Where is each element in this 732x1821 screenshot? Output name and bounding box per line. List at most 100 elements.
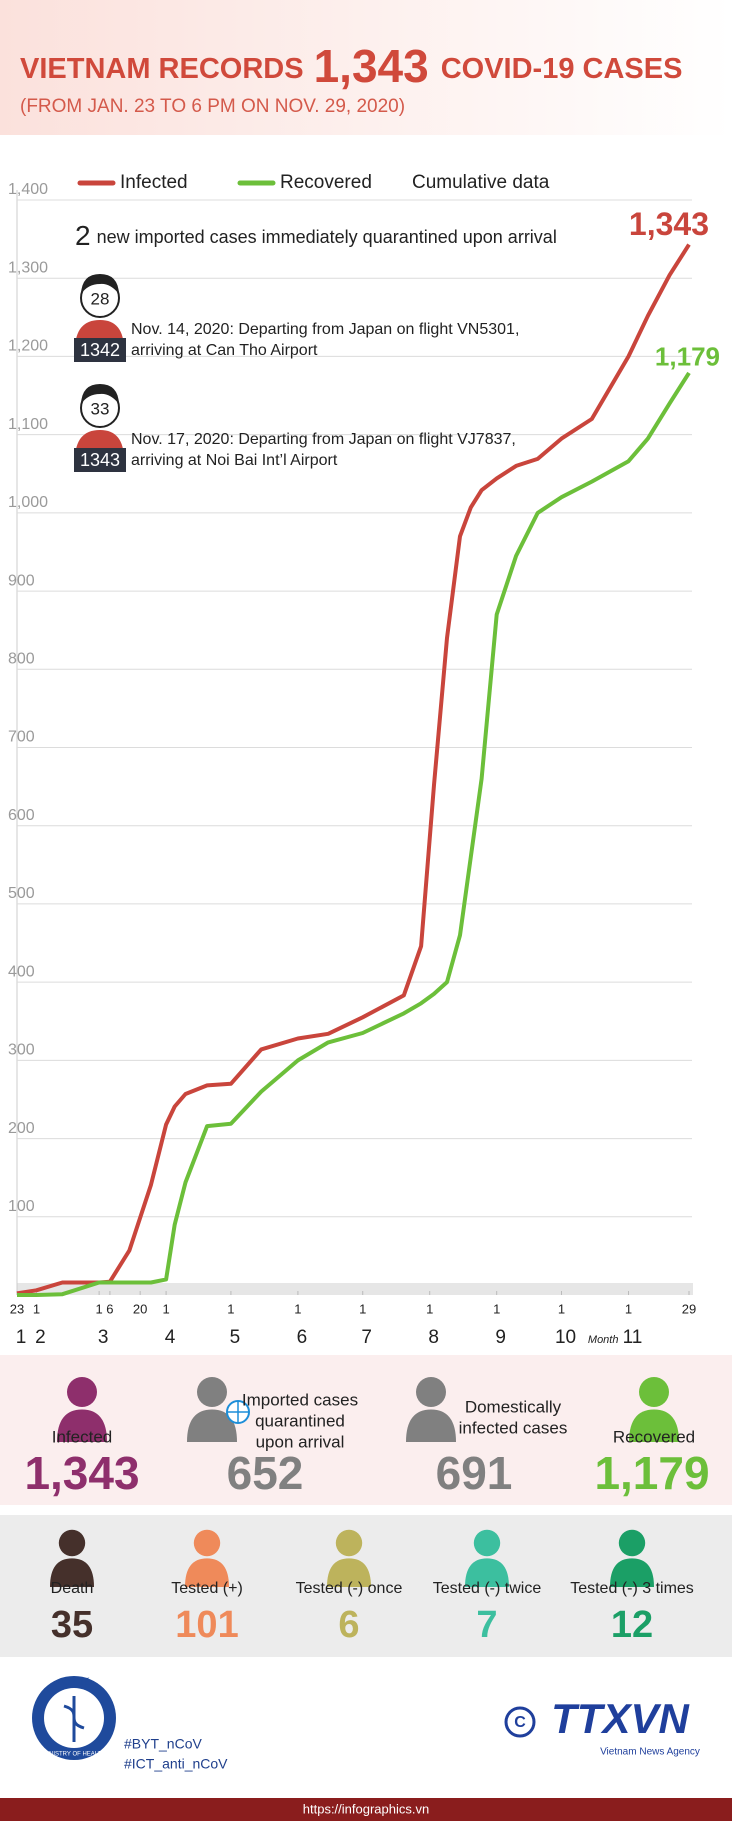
person-body xyxy=(50,1558,94,1587)
stat2-label: Tested (+) xyxy=(171,1580,243,1597)
ministry-top: BỘ Y TẾ xyxy=(58,1677,90,1687)
month-label: 3 xyxy=(98,1327,109,1348)
title-number: 1,343 xyxy=(314,40,429,92)
chart: 100 200 300 400 500 600 700 800 900 1,000 1,100 1,2… xyxy=(8,172,720,1348)
patient-age: 28 xyxy=(91,289,110,308)
y-tick-label: 800 xyxy=(8,651,35,668)
y-tick-label: 100 xyxy=(8,1198,35,1215)
month-axis-label: Month xyxy=(588,1334,619,1346)
x-tick-label: 1 xyxy=(95,1301,102,1316)
x-tick-label: 23 xyxy=(10,1301,24,1316)
annotation: 2 new imported cases immediately quaranti… xyxy=(75,220,557,251)
x-tick-label: 29 xyxy=(682,1301,696,1316)
patient-id: 1343 xyxy=(80,450,120,470)
month-label: 9 xyxy=(495,1327,506,1348)
person-body xyxy=(465,1558,509,1587)
stat-label: quarantined xyxy=(255,1411,345,1430)
person-head xyxy=(197,1377,227,1407)
y-tick-label: 600 xyxy=(8,807,35,824)
patient-age: 33 xyxy=(91,399,110,418)
y-tick-label: 900 xyxy=(8,572,35,589)
person-body xyxy=(57,1409,107,1442)
x-tick-label: 1 xyxy=(294,1301,301,1316)
annotation-text: new imported cases immediately quarantin… xyxy=(97,227,557,247)
y-tick-label: 1,300 xyxy=(8,259,48,276)
x-tick-label: 1 xyxy=(493,1301,500,1316)
month-label: 2 xyxy=(35,1327,46,1348)
x-tick-label: 20 xyxy=(133,1301,147,1316)
stat-value: 1,179 xyxy=(594,1447,709,1499)
y-tick-label: 500 xyxy=(8,885,35,902)
agency-logo: TTXVN xyxy=(551,1695,690,1742)
stat2-label: Tested (-) once xyxy=(296,1580,403,1597)
x-tick-label: 1 xyxy=(162,1301,169,1316)
patients: 28 1342 Nov. 14, 2020: Departing from Japa… xyxy=(74,274,519,472)
stats-band xyxy=(0,1355,732,1505)
annotation-count: 2 xyxy=(75,220,91,251)
person-head xyxy=(193,1529,221,1557)
patient-text: arriving at Can Tho Airport xyxy=(131,342,318,359)
globe-lines xyxy=(227,1401,249,1423)
legend-label: Infected xyxy=(120,172,188,193)
month-label: 4 xyxy=(165,1327,176,1348)
hashtag: #BYT_nCoV xyxy=(124,1736,202,1752)
x-tick-label: 1 xyxy=(625,1301,632,1316)
subtitle: (FROM JAN. 23 TO 6 PM ON NOV. 29, 2020) xyxy=(20,96,405,117)
person-body xyxy=(629,1409,679,1442)
stat-label: Imported cases xyxy=(242,1390,358,1409)
stat2-value: 6 xyxy=(338,1604,359,1646)
person-head xyxy=(335,1529,363,1557)
value-label: 1,343 xyxy=(629,206,709,242)
hair xyxy=(81,384,119,404)
person-body xyxy=(185,1558,229,1587)
url-bar xyxy=(0,1798,732,1821)
stat2-value: 35 xyxy=(51,1604,93,1646)
url: https://infographics.vn xyxy=(303,1801,429,1816)
month-label: 1 xyxy=(16,1327,27,1348)
person-head xyxy=(618,1529,646,1557)
person-head xyxy=(473,1529,501,1557)
x-tick-label: 1 xyxy=(227,1301,234,1316)
y-tick-label: 300 xyxy=(8,1042,35,1059)
stat-label: Recovered xyxy=(613,1427,695,1446)
stat-value: 691 xyxy=(436,1447,513,1499)
y-tick-label: 1,200 xyxy=(8,338,48,355)
month-label: 6 xyxy=(297,1327,308,1348)
month-label: 10 xyxy=(555,1327,576,1348)
y-tick-label: 200 xyxy=(8,1120,35,1137)
x-tick-label: 1 xyxy=(359,1301,366,1316)
y-tick-label: 1,100 xyxy=(8,416,48,433)
person-head xyxy=(67,1377,97,1407)
series-line xyxy=(16,243,691,1296)
patient-text: Nov. 17, 2020: Departing from Japan on f… xyxy=(131,431,516,448)
stat-label: Infected xyxy=(52,1427,113,1446)
y-tick-label: 400 xyxy=(8,963,35,980)
stat2-value: 7 xyxy=(476,1604,497,1646)
month-label: 5 xyxy=(230,1327,241,1348)
person-head xyxy=(416,1377,446,1407)
month-label: 11 xyxy=(623,1327,643,1348)
x-tick-label: 6 xyxy=(106,1301,113,1316)
ministry-bottom: MINISTRY OF HEALTH xyxy=(42,1752,105,1758)
stat-label: infected cases xyxy=(459,1418,568,1437)
value-label: 1,179 xyxy=(655,342,720,372)
y-tick-label: 700 xyxy=(8,729,35,746)
copyright-c: C xyxy=(514,1714,526,1731)
month-label: 8 xyxy=(428,1327,439,1348)
footer: BỘ Y TẾ MINISTRY OF HEALTH #BYT_nCoV #IC… xyxy=(0,1676,732,1821)
stat2-value: 101 xyxy=(175,1604,238,1646)
patient-text: Nov. 14, 2020: Departing from Japan on f… xyxy=(131,321,519,338)
patient-text: arriving at Noi Bai Int’l Airport xyxy=(131,452,338,469)
x-tick-label: 1 xyxy=(426,1301,433,1316)
hair xyxy=(81,274,119,294)
header-band xyxy=(0,0,732,135)
stat-value: 1,343 xyxy=(24,1447,139,1499)
y-tick-label: 1,400 xyxy=(8,181,48,198)
stat2-label: Death xyxy=(51,1580,94,1597)
stat-label: Domestically xyxy=(465,1397,562,1416)
hashtag: #ICT_anti_nCoV xyxy=(124,1756,228,1772)
person-body xyxy=(187,1409,237,1442)
person-body xyxy=(327,1558,371,1587)
